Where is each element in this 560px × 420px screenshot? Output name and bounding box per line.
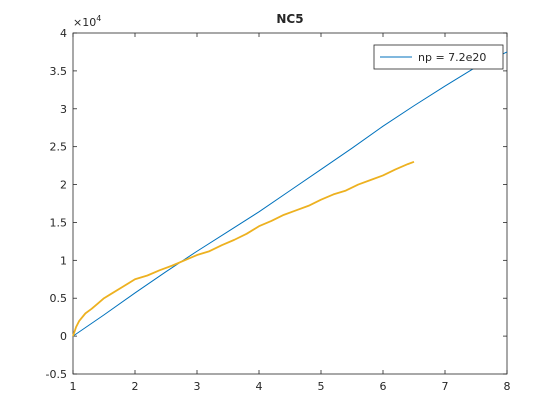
y-tick-label: 2 <box>60 179 67 192</box>
x-tick-label: 2 <box>132 380 139 393</box>
y-exponent-power: 4 <box>96 14 101 23</box>
y-tick-label: 1.5 <box>50 216 68 229</box>
y-tick-label: 3 <box>60 103 67 116</box>
x-tick-label: 7 <box>442 380 449 393</box>
y-tick-label: 1 <box>60 254 67 267</box>
y-tick-label: 2.5 <box>50 141 68 154</box>
y-exponent-base: ×10 <box>73 16 96 29</box>
y-tick-label: 0.5 <box>50 292 68 305</box>
x-tick-label: 3 <box>194 380 201 393</box>
series-line <box>72 160 415 337</box>
y-tick-label: 4 <box>60 27 67 40</box>
x-tick-label: 6 <box>380 380 387 393</box>
y-tick-label: 0 <box>60 330 67 343</box>
chart-title: NC5 <box>276 12 303 26</box>
series-line <box>72 51 508 337</box>
x-tick-label: 5 <box>318 380 325 393</box>
y-exponent: ×104 <box>73 14 101 29</box>
axes-box <box>72 32 508 375</box>
x-tick-label: 8 <box>504 380 511 393</box>
y-tick-label: 3.5 <box>50 65 68 78</box>
x-tick-label: 4 <box>256 380 263 393</box>
y-tick-label: -0.5 <box>46 368 67 381</box>
legend-label: np = 7.2e20 <box>418 51 486 64</box>
x-tick-label: 1 <box>70 380 77 393</box>
